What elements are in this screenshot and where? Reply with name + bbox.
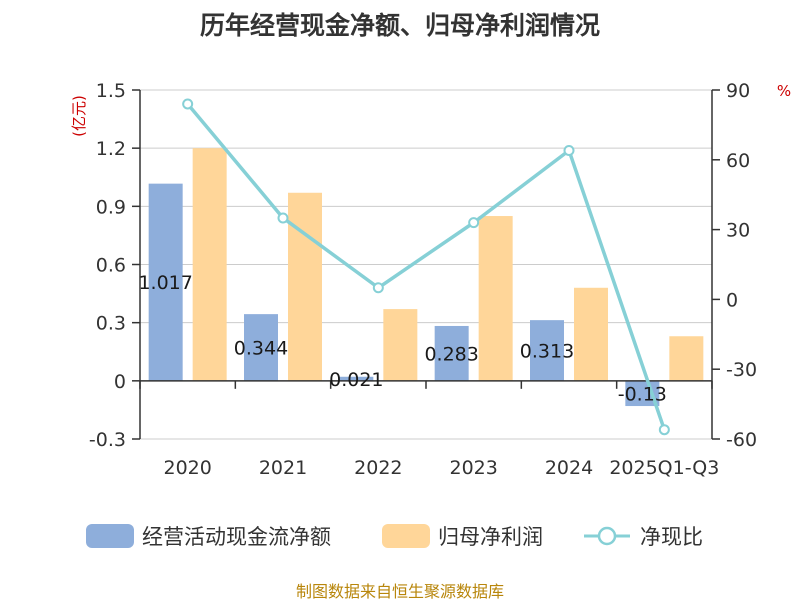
cash-flow-data-label: -0.13	[618, 383, 667, 405]
bar-cash-flow	[339, 376, 374, 381]
legend-item-ratio[interactable]: 净现比	[582, 516, 703, 556]
legend-item-net-profit[interactable]: 归母净利润	[382, 516, 543, 556]
cash-flow-data-label: 1.017	[138, 272, 192, 294]
cash-flow-data-label: 0.021	[329, 369, 383, 391]
bar-net-profit	[383, 309, 418, 381]
chart-title: 历年经营现金净额、归母净利润情况	[199, 11, 600, 40]
right-tick-label: 30	[726, 220, 750, 242]
ratio-line-series	[182, 98, 670, 436]
legend-label-ratio: 净现比	[640, 525, 703, 549]
ratio-point	[277, 212, 289, 224]
ratio-point	[372, 282, 384, 294]
left-tick-label: 1.2	[96, 138, 126, 160]
category-label: 2022	[354, 457, 402, 479]
category-label: 2023	[449, 457, 497, 479]
right-tick-label: 0	[726, 289, 738, 311]
left-tick-label: 1.5	[96, 80, 126, 102]
right-tick-label: -30	[726, 359, 757, 381]
left-axis-unit: (亿元)	[70, 95, 88, 137]
left-axis-ticks: 1.5 1.2 0.9 0.6 0.3 0 -0.3	[89, 80, 140, 451]
legend: 经营活动现金流净额 归母净利润 净现比	[0, 516, 800, 556]
bar-net-profit	[192, 148, 227, 381]
left-tick-label: 0.3	[96, 313, 126, 335]
bar-cash-flow	[530, 320, 564, 381]
ratio-point	[658, 424, 670, 436]
bar-net-profit	[669, 336, 704, 381]
bar-cash-flow	[244, 314, 278, 381]
ratio-line	[186, 102, 666, 431]
ratio-point	[468, 217, 480, 229]
left-tick-label: 0.6	[96, 255, 126, 277]
cash-flow-data-label: 0.313	[520, 340, 574, 362]
right-axis-ticks: 90 60 30 0 -30 -60	[712, 80, 757, 451]
left-tick-label: 0	[114, 371, 126, 393]
cash-flow-data-label: 0.344	[234, 337, 288, 359]
legend-swatch-cash-flow	[86, 524, 134, 548]
legend-swatch-ratio	[584, 526, 630, 546]
ratio-point	[182, 98, 194, 110]
bar-cash-flow	[148, 183, 183, 381]
right-tick-label: -60	[726, 429, 757, 451]
cash-flow-data-labels: 1.017 0.344 0.021 0.283 0.313 -0.13	[138, 272, 666, 405]
legend-label-cash-flow: 经营活动现金流净额	[142, 525, 331, 549]
bar-cash-flow	[434, 325, 469, 381]
category-label: 2024	[545, 457, 593, 479]
axis-lines	[139, 90, 713, 439]
left-tick-label: 0.9	[96, 196, 126, 218]
bar-net-profit	[288, 192, 322, 381]
ratio-point	[563, 144, 575, 156]
left-tick-label: -0.3	[89, 429, 126, 451]
legend-swatch-net-profit	[382, 524, 430, 548]
right-tick-label: 90	[726, 80, 750, 102]
source-footer: 制图数据来自恒生聚源数据库	[295, 582, 504, 601]
legend-label-net-profit: 归母净利润	[438, 525, 543, 549]
category-labels: 2020 2021 2022 2023 2024 2025Q1-Q3	[163, 457, 719, 479]
right-axis-unit: %	[777, 82, 791, 100]
cash-flow-data-label: 0.283	[424, 343, 478, 365]
bars-net-profit	[192, 148, 704, 381]
category-label: 2021	[259, 457, 307, 479]
category-label: 2025Q1-Q3	[609, 457, 719, 479]
right-tick-label: 60	[726, 150, 750, 172]
bar-net-profit	[574, 287, 608, 381]
legend-item-cash-flow[interactable]: 经营活动现金流净额	[86, 516, 331, 556]
bar-net-profit	[478, 216, 513, 381]
category-label: 2020	[163, 457, 211, 479]
